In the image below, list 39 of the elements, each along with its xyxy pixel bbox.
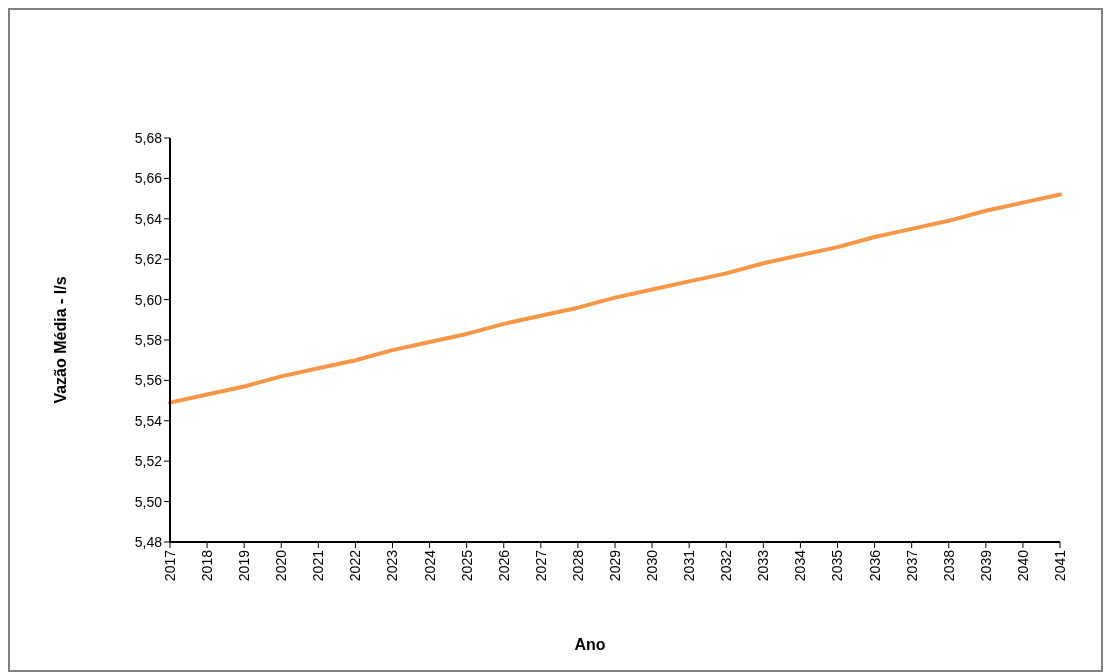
x-tick-label: 2018 [199, 549, 216, 582]
x-tick-label: 2020 [273, 549, 290, 582]
y-tick-label: 5,62 [134, 251, 163, 268]
y-tick-label: 5,66 [134, 170, 163, 187]
y-tick-label: 5,48 [134, 533, 163, 550]
x-tick-label: 2040 [1014, 549, 1031, 582]
x-tick-label: 2031 [681, 549, 698, 582]
x-tick-label: 2019 [236, 549, 253, 582]
x-tick-label: 2029 [606, 549, 623, 582]
x-tick-label: 2039 [977, 549, 994, 582]
x-tick-label: 2017 [161, 549, 178, 582]
x-tick-label: 2035 [829, 549, 846, 582]
x-tick-label: 2027 [532, 549, 549, 582]
x-tick-label: 2028 [569, 549, 586, 582]
y-tick-label: 5,50 [134, 493, 163, 510]
x-tick-label: 2022 [347, 549, 364, 582]
y-tick-label: 5,56 [134, 372, 163, 389]
y-axis-title: Vazão Média - l/s [51, 276, 69, 404]
x-tick-label: 2033 [755, 549, 772, 582]
y-tick-label: 5,52 [134, 453, 163, 470]
x-tick-label: 2024 [421, 549, 438, 582]
y-tick-label: 5,64 [134, 210, 163, 227]
y-tick-label: 5,60 [134, 291, 163, 308]
x-tick-label: 2023 [384, 549, 401, 582]
x-tick-label: 2036 [866, 549, 883, 582]
x-tick-label: 2032 [718, 549, 735, 582]
line-series [168, 192, 1062, 405]
y-tick-label: 5,54 [134, 412, 163, 429]
y-tick-label: 5,68 [134, 129, 163, 146]
y-tick-label: 5,58 [134, 331, 163, 348]
x-tick-label: 2030 [644, 549, 661, 582]
x-tick-label: 2021 [310, 549, 327, 582]
x-tick-label: 2041 [1051, 549, 1068, 582]
x-tick-label: 2025 [458, 549, 475, 582]
x-tick-label: 2026 [495, 549, 512, 582]
x-tick-label: 2038 [940, 549, 957, 582]
x-tick-label: 2034 [792, 549, 809, 582]
x-tick-label: 2037 [903, 549, 920, 582]
x-axis-title: Ano [573, 636, 607, 654]
